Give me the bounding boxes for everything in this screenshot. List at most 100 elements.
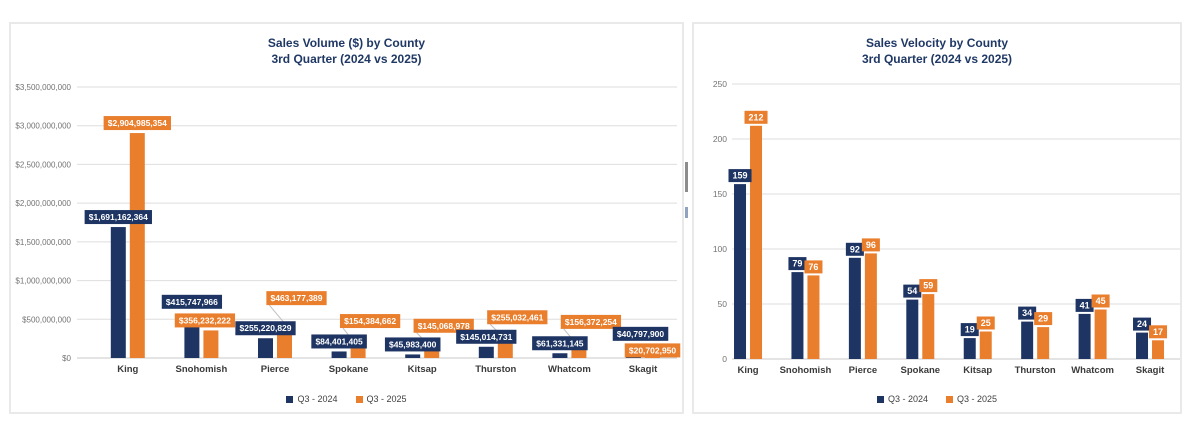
panel-divider-scrollbar-thumb[interactable] <box>685 207 688 218</box>
data-label-box <box>560 314 622 329</box>
data-label-q3-2024-whatcom: 41 <box>1075 298 1094 312</box>
data-label-box <box>612 326 669 341</box>
data-label-q3-2025-spokane: 59 <box>919 279 938 293</box>
y-tick-label: 0 <box>722 354 727 364</box>
bar-q3-2024-thurston <box>478 346 494 358</box>
bar-q3-2025-whatcom <box>1094 309 1107 359</box>
data-label-q3-2025-thurston: $255,032,461 <box>487 310 548 325</box>
data-label-box <box>339 314 401 329</box>
panel-divider-scrollbar[interactable] <box>685 162 688 192</box>
data-label-q3-2025-snohomish: $356,232,222 <box>174 313 236 328</box>
data-label-box <box>413 318 474 333</box>
bars-group <box>110 133 660 358</box>
data-label-q3-2024-whatcom: $61,331,145 <box>532 336 588 351</box>
y-tick-label: $2,000,000,000 <box>15 199 71 208</box>
data-label-text: $2,904,985,354 <box>108 118 167 128</box>
bar-q3-2025-king <box>750 125 763 359</box>
data-label-q3-2024-kitsap: 19 <box>960 323 979 337</box>
data-label-q3-2024-pierce: $255,220,829 <box>235 321 296 336</box>
legend-swatch-q3-2024-icon <box>286 395 294 403</box>
x-axis-label-whatcom: Whatcom <box>1071 365 1114 376</box>
data-label-text: 29 <box>1038 314 1048 324</box>
y-tick-label: 100 <box>713 244 727 254</box>
data-label-q3-2024-skagit: 24 <box>1133 317 1152 331</box>
data-label-text: $1,691,162,364 <box>89 212 148 222</box>
sales-velocity-chart-panel: Sales Velocity by County 3rd Quarter (20… <box>692 22 1182 414</box>
bar-q3-2024-king <box>110 227 126 358</box>
data-label-q3-2025-kitsap: $145,068,978 <box>413 318 474 333</box>
bar-q3-2024-kitsap <box>405 354 421 358</box>
data-label-text: $61,331,145 <box>536 338 584 348</box>
y-tick-label: $2,500,000,000 <box>15 160 71 169</box>
data-label-box <box>804 260 823 274</box>
legend-item-q3-2025: Q3 - 2025 <box>946 394 997 404</box>
data-label-box <box>1075 298 1094 312</box>
data-label-box <box>532 336 588 351</box>
y-tick-label: 50 <box>718 299 728 309</box>
chart-title-line2: 3rd Quarter (2024 vs 2025) <box>271 52 422 66</box>
y-tick-label: 150 <box>713 189 727 199</box>
y-tick-label: 200 <box>713 134 727 144</box>
y-tick-label: 250 <box>713 79 727 89</box>
data-label-q3-2024-skagit: $40,797,900 <box>612 326 669 341</box>
bar-q3-2024-snohomish <box>184 325 200 358</box>
bar-q3-2024-king <box>734 184 747 359</box>
bar-q3-2025-kitsap <box>979 331 992 359</box>
data-label-box <box>744 110 768 124</box>
data-label-text: 96 <box>866 240 876 250</box>
data-label-text: 24 <box>1137 319 1147 329</box>
data-label-q3-2025-king: 212 <box>744 110 768 124</box>
data-label-text: $154,384,662 <box>344 316 396 326</box>
bar-q3-2024-pierce <box>258 338 273 358</box>
data-label-text: $255,032,461 <box>491 312 543 322</box>
label-leader-line <box>268 304 285 324</box>
x-axis-label-skagit: Skagit <box>1136 365 1165 376</box>
data-label-text: 41 <box>1080 300 1090 310</box>
data-label-q3-2024-snohomish: $415,747,966 <box>161 294 223 309</box>
bar-q3-2025-kitsap <box>424 346 440 358</box>
data-label-box <box>487 310 548 325</box>
data-label-box <box>1018 306 1037 320</box>
data-label-text: $356,232,222 <box>179 315 231 325</box>
data-label-box <box>788 257 807 271</box>
data-label-q3-2025-thurston: 29 <box>1034 312 1053 326</box>
data-label-q3-2025-snohomish: 76 <box>804 260 823 274</box>
x-axis-label-spokane: Spokane <box>329 364 369 375</box>
data-label-text: 45 <box>1096 296 1106 306</box>
data-label-q3-2024-kitsap: $45,983,400 <box>384 337 441 352</box>
sales-velocity-legend: Q3 - 2024 Q3 - 2025 <box>694 394 1180 404</box>
data-label-q3-2024-king: $1,691,162,364 <box>84 210 152 225</box>
data-label-q3-2025-skagit: 17 <box>1149 325 1168 339</box>
bar-q3-2024-thurston <box>1021 321 1034 359</box>
data-label-box <box>235 321 296 336</box>
data-label-box <box>384 337 441 352</box>
data-label-box <box>161 294 223 309</box>
data-label-text: 159 <box>732 171 747 181</box>
data-label-q3-2024-spokane: $84,401,405 <box>311 334 367 349</box>
x-axis-label-snohomish: Snohomish <box>176 364 228 375</box>
data-label-text: 59 <box>923 281 933 291</box>
data-label-text: 79 <box>792 259 802 269</box>
data-label-q3-2025-whatcom: 45 <box>1091 294 1110 308</box>
x-axis-label-kitsap: Kitsap <box>408 364 437 375</box>
x-axis-label-kitsap: Kitsap <box>963 365 992 376</box>
data-label-box <box>919 279 938 293</box>
y-tick-label: $3,500,000,000 <box>15 83 71 92</box>
chart-title-line2: 3rd Quarter (2024 vs 2025) <box>861 52 1013 66</box>
data-label-box <box>845 242 864 256</box>
data-label-text: $415,747,966 <box>166 297 218 307</box>
sales-volume-chart-title: Sales Volume ($) by County 3rd Quarter (… <box>11 35 682 67</box>
sales-velocity-plot: 0 50 100 150 200 250 159 212 79 76 92 96 54 59 19 25 34 2… <box>713 79 1180 376</box>
data-label-box <box>266 291 327 306</box>
data-label-text: $84,401,405 <box>315 336 363 346</box>
y-tick-label: $1,500,000,000 <box>15 238 71 247</box>
data-label-q3-2024-snohomish: 79 <box>788 257 807 271</box>
bar-q3-2024-skagit <box>1136 332 1149 359</box>
data-label-box <box>976 316 995 330</box>
data-label-box <box>861 238 880 252</box>
data-label-q3-2025-spokane: $154,384,662 <box>339 314 401 329</box>
x-axis-label-king: King <box>117 364 138 375</box>
bar-q3-2025-skagit <box>1152 340 1165 359</box>
chart-title-line1: Sales Velocity by County <box>865 36 1009 50</box>
data-label-text: $45,983,400 <box>389 339 437 349</box>
